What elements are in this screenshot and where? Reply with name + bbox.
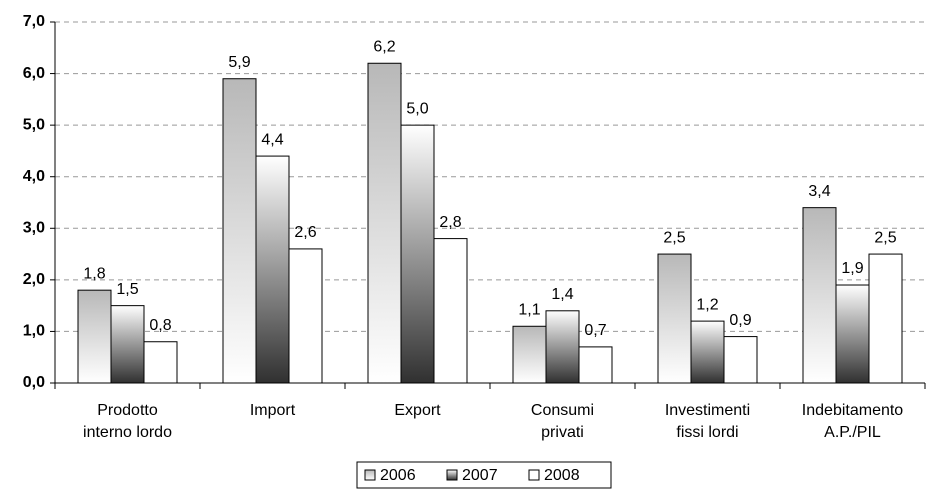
y-tick-label: 6,0 xyxy=(23,65,45,82)
x-tick-label: Consumi privati xyxy=(530,402,595,441)
bar xyxy=(77,289,112,384)
legend-swatch xyxy=(364,469,376,481)
data-label: 0,8 xyxy=(149,317,171,334)
bar xyxy=(433,238,468,384)
data-label: 1,9 xyxy=(841,260,863,277)
x-tick-label: Investimenti fissi lordi xyxy=(664,402,751,441)
data-label: 6,2 xyxy=(373,38,395,55)
y-tick-label: 3,0 xyxy=(23,220,45,237)
bar xyxy=(288,248,323,384)
legend-label: 2008 xyxy=(544,467,580,484)
bar xyxy=(545,310,580,384)
bar xyxy=(868,253,903,384)
bar xyxy=(578,346,613,384)
data-label: 1,2 xyxy=(696,296,718,313)
bar xyxy=(657,253,692,384)
data-label: 1,8 xyxy=(83,265,105,282)
y-tick-label: 2,0 xyxy=(23,271,45,288)
legend-swatch xyxy=(446,469,458,481)
data-label: 5,0 xyxy=(406,100,428,117)
legend-label: 2006 xyxy=(380,467,416,484)
x-tick-label: Import xyxy=(249,402,296,419)
bar xyxy=(835,284,870,384)
data-label: 2,8 xyxy=(439,214,461,231)
data-label: 1,1 xyxy=(518,301,540,318)
bar xyxy=(723,336,758,384)
data-label: 4,4 xyxy=(261,131,283,148)
y-tick-label: 7,0 xyxy=(23,13,45,30)
data-label: 2,5 xyxy=(874,229,896,246)
legend-box xyxy=(356,461,612,489)
data-label: 2,6 xyxy=(294,224,316,241)
data-label: 5,9 xyxy=(228,54,250,71)
y-tick-label: 5,0 xyxy=(23,116,45,133)
data-label: 1,5 xyxy=(116,281,138,298)
bar xyxy=(690,320,725,384)
x-tick-label: Export xyxy=(394,402,441,419)
y-tick-label: 4,0 xyxy=(23,168,45,185)
data-label: 1,4 xyxy=(551,286,573,303)
bar xyxy=(255,155,290,384)
bar xyxy=(110,305,145,384)
x-tick-label: Prodotto interno lordo xyxy=(83,402,172,441)
bar xyxy=(367,62,402,384)
data-label: 3,4 xyxy=(808,183,830,200)
y-tick-label: 0,0 xyxy=(23,374,45,391)
bar xyxy=(512,325,547,384)
y-tick-label: 1,0 xyxy=(23,323,45,340)
bar xyxy=(143,341,178,384)
data-label: 2,5 xyxy=(663,229,685,246)
bar xyxy=(400,124,435,384)
data-label: 0,9 xyxy=(729,312,751,329)
bar xyxy=(222,78,257,384)
legend-label: 2007 xyxy=(462,467,498,484)
x-tick-label: Indebitamento A.P./PIL xyxy=(801,402,904,441)
data-label: 0,7 xyxy=(584,322,606,339)
bar xyxy=(802,207,837,384)
legend-swatch xyxy=(528,469,540,481)
